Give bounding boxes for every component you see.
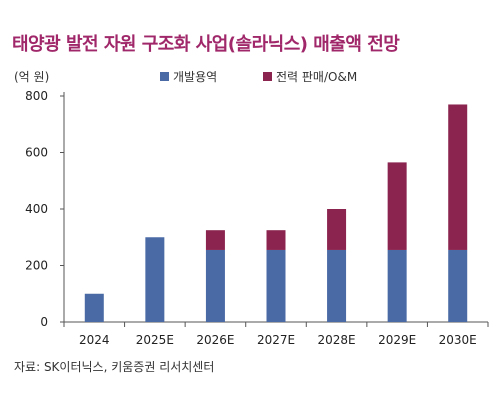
x-tick-label: 2026E	[196, 333, 234, 347]
bar-series1-2024	[84, 293, 104, 322]
bar-series2-2029e	[387, 162, 407, 250]
bar-series1-2028e	[327, 249, 347, 322]
x-tick-label: 2024	[79, 333, 110, 347]
x-tick-label: 2028E	[318, 333, 356, 347]
x-tick-label: 2027E	[257, 333, 295, 347]
bar-series1-2027e	[266, 249, 286, 322]
bar-series2-2027e	[266, 230, 286, 250]
bar-series2-2030e	[448, 104, 468, 250]
legend-label-series2: 전력 판매/O&M	[276, 70, 358, 84]
source-note: 자료: SK이터닉스, 키움증권 리서치센터	[14, 360, 215, 374]
legend-item-series1: 개발용역	[160, 68, 217, 85]
x-tick-label: 2025E	[136, 333, 174, 347]
x-tick-label: 2030E	[439, 333, 477, 347]
legend-label-series1: 개발용역	[173, 70, 218, 84]
legend-item-series2: 전력 판매/O&M	[263, 68, 357, 85]
x-tick-label: 2029E	[378, 333, 416, 347]
bar-series1-2029e	[387, 249, 407, 322]
y-axis-unit-label: (억 원)	[14, 70, 50, 84]
legend-swatch-series1	[160, 72, 169, 81]
chart-title: 태양광 발전 자원 구조화 사업(솔라닉스) 매출액 전망	[12, 34, 400, 55]
y-tick-label: 0	[40, 315, 48, 329]
legend-swatch-series2	[263, 72, 272, 81]
y-tick-label: 600	[25, 146, 48, 160]
bar-series2-2026e	[205, 230, 225, 250]
y-tick-label: 400	[25, 202, 48, 216]
y-tick-label: 800	[25, 89, 48, 103]
y-tick-label: 200	[25, 259, 48, 273]
bar-series1-2026e	[205, 249, 225, 322]
bar-series1-2025e	[145, 237, 165, 322]
bar-series1-2030e	[448, 249, 468, 322]
bar-series2-2028e	[327, 209, 347, 250]
